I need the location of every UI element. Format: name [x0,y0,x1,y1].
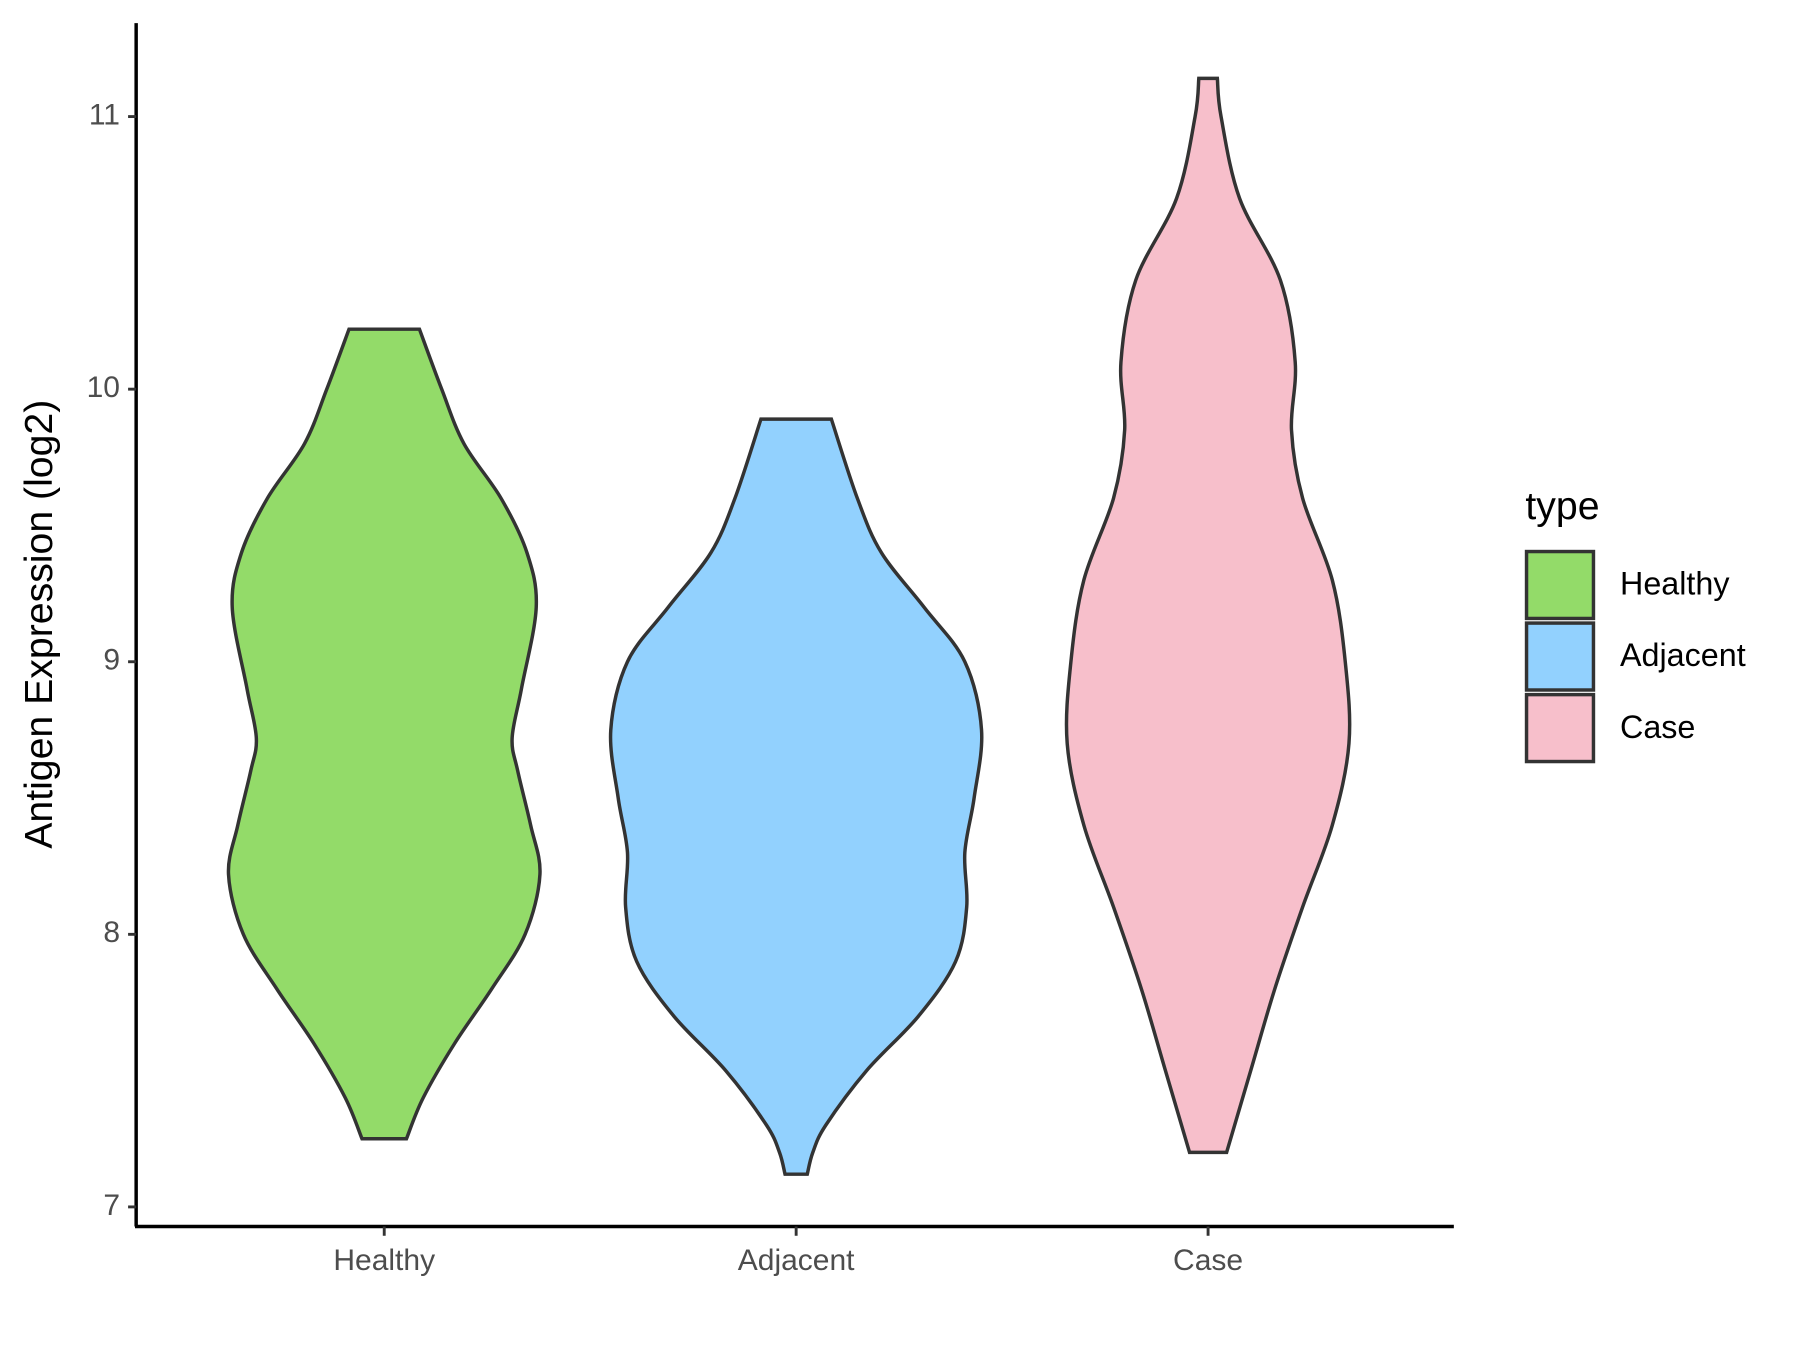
violin [608,417,984,1176]
x-tick-label: Case [1173,1244,1243,1277]
legend-swatch [1524,692,1596,764]
y-tick-label: 11 [89,98,120,131]
y-axis-title: Antigen Expression (log2) [17,400,61,849]
legend-label: Case [1620,709,1695,745]
legend-label: Healthy [1620,566,1730,602]
legend-swatch [1524,549,1596,621]
y-tick-label: 7 [103,1189,120,1222]
legend-title: type [1525,484,1599,528]
x-tick-label: Healthy [333,1244,435,1277]
legend-swatch [1524,621,1596,692]
x-tick-label: Adjacent [738,1244,855,1277]
y-tick-label: 9 [103,644,120,677]
violin [226,327,542,1141]
violin [1064,76,1352,1155]
y-tick-label: 10 [87,371,120,404]
y-tick-label: 8 [103,916,120,949]
legend-label: Adjacent [1620,637,1746,673]
